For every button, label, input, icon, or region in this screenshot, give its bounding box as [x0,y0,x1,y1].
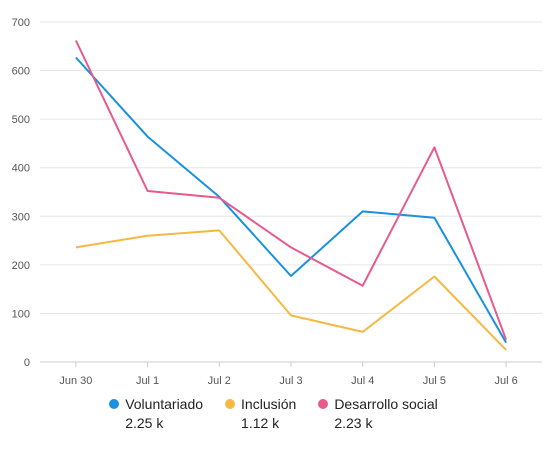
data-point-s2-6[interactable] [504,338,508,342]
legend-dot-voluntariado [109,399,120,409]
data-point-s2-4[interactable] [361,284,365,288]
data-point-s1-1[interactable] [146,234,150,238]
data-point-s1-0[interactable] [74,245,78,249]
x-tick-label-0: Jun 30 [59,375,92,387]
y-tick-label-400: 400 [12,163,30,175]
data-point-s1-2[interactable] [217,228,221,232]
legend-item-voluntariado[interactable]: Voluntariado 2.25 k [109,396,203,431]
legend-total-inclusion: 1.12 k [241,415,280,431]
axes: 0 100 200 300 400 500 600 700 Jun 30 Jul 1 Jul 2 Ju… [12,17,542,387]
data-point-s2-1[interactable] [146,189,150,193]
data-point-s2-0[interactable] [74,38,78,42]
y-tick-label-500: 500 [12,114,30,126]
x-tick-label-3: Jul 3 [279,375,302,387]
y-tick-label-300: 300 [12,211,30,223]
y-tick-label-700: 700 [12,17,30,29]
legend: Voluntariado 2.25 k Inclusión 1.12 k Des… [0,396,547,431]
legend-total-voluntariado: 2.25 k [125,415,164,431]
data-point-s0-4[interactable] [361,209,365,213]
y-tick-label-0: 0 [24,357,30,369]
data-point-s0-3[interactable] [289,274,293,278]
legend-dot-desarrollo-social [318,399,329,409]
series-line-voluntariado[interactable] [75,56,507,344]
grid-lines [40,21,542,314]
x-tick-label-6: Jul 6 [495,375,518,387]
data-point-s2-5[interactable] [432,145,436,149]
y-tick-label-200: 200 [12,260,30,272]
data-point-s0-5[interactable] [432,216,436,220]
x-tick-label-4: Jul 4 [351,375,374,387]
legend-label-inclusion: Inclusión [241,396,297,412]
legend-item-inclusion[interactable]: Inclusión 1.12 k [225,396,296,431]
data-point-s0-0[interactable] [74,55,78,59]
data-point-s1-6[interactable] [504,348,508,352]
y-tick-label-100: 100 [12,308,30,320]
data-point-s2-2[interactable] [217,196,221,200]
y-tick-label-600: 600 [12,66,30,78]
legend-label-voluntariado: Voluntariado [125,396,204,412]
data-point-s1-4[interactable] [361,330,365,334]
legend-total-desarrollo-social: 2.23 k [334,415,373,431]
data-point-s1-5[interactable] [432,275,436,279]
legend-item-desarrollo-social[interactable]: Desarrollo social 2.23 k [318,396,438,431]
x-tick-label-5: Jul 5 [423,375,446,387]
data-point-s0-1[interactable] [146,135,150,139]
series-lines [74,38,508,352]
x-tick-label-1: Jul 1 [136,375,159,387]
legend-label-desarrollo-social: Desarrollo social [334,396,438,412]
data-point-s2-3[interactable] [289,245,293,249]
series-line-desarrollo-social[interactable] [74,40,508,341]
chart-plot-area: 0 100 200 300 400 500 600 700 Jun 30 Jul 1 Jul 2 Ju… [12,17,542,387]
legend-dot-inclusion [225,399,236,409]
data-point-s1-3[interactable] [289,313,293,317]
x-tick-label-2: Jul 2 [208,375,231,387]
series-line-inclusi-n[interactable] [75,229,507,351]
